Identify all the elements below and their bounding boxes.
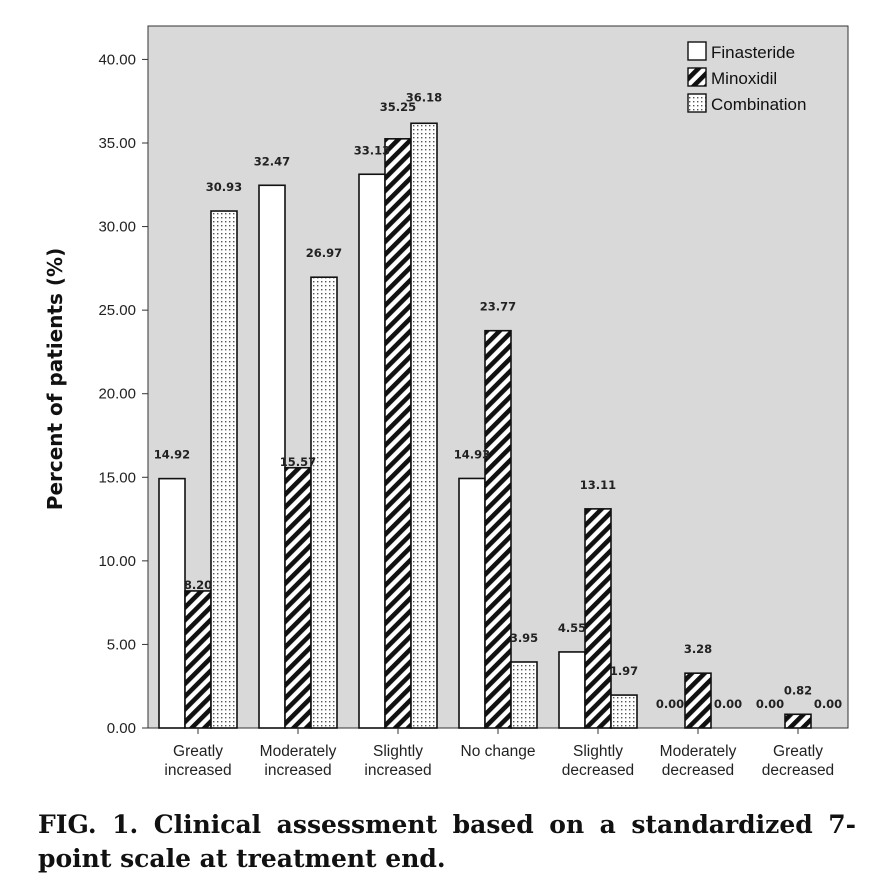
data-label-combination-3: 3.95: [510, 631, 538, 645]
data-label-combination-5: 0.00: [714, 697, 742, 711]
x-category-label-line: Moderately: [260, 743, 337, 760]
bar-combination-1: [310, 276, 338, 729]
bar-finasteride-1: [258, 184, 286, 729]
x-category-label-line: increased: [364, 762, 431, 779]
data-label-combination-1: 26.97: [306, 246, 342, 260]
x-category-label-line: Greatly: [173, 743, 223, 760]
legend-swatch-minoxidil: [687, 67, 707, 87]
bar-minoxidil-6: [784, 713, 812, 729]
data-label-minoxidil-1: 15.57: [280, 455, 316, 469]
y-tick-label: 5.00: [107, 636, 136, 653]
data-label-minoxidil-6: 0.82: [784, 683, 812, 697]
y-tick-label: 15.00: [98, 469, 136, 486]
bar-finasteride-0: [158, 477, 186, 729]
data-label-finasteride-1: 32.47: [254, 154, 290, 168]
data-label-finasteride-3: 14.93: [454, 447, 490, 461]
x-category-label: Slightly increased: [364, 743, 431, 779]
y-tick-label: 0.00: [107, 720, 136, 737]
bar-chart: 14.928.2030.9332.4715.5726.9733.1335.253…: [43, 25, 849, 779]
data-label-combination-4: 1.97: [610, 664, 638, 678]
legend: Finasteride Minoxidil Combination: [687, 41, 806, 114]
bar-minoxidil-1: [284, 466, 312, 729]
data-label-finasteride-4: 4.55: [558, 621, 586, 635]
x-category-label-line: increased: [164, 762, 231, 779]
bar-finasteride-4: [558, 651, 586, 729]
x-category-label: Moderately decreased: [660, 743, 737, 779]
legend-label-finasteride: Finasteride: [711, 43, 795, 62]
x-category-label-line: Slightly: [373, 743, 423, 760]
x-category-label-line: No change: [461, 743, 536, 760]
bar-minoxidil-5: [684, 672, 712, 729]
bar-combination-4: [610, 694, 638, 729]
figure-caption: FIG. 1. Clinical assessment based on a s…: [38, 810, 856, 873]
x-category-label: No change: [461, 743, 536, 760]
data-label-minoxidil-3: 23.77: [480, 300, 516, 314]
legend-label-minoxidil: Minoxidil: [711, 69, 777, 88]
y-tick-label: 10.00: [98, 553, 136, 570]
bar-minoxidil-3: [484, 329, 512, 729]
data-label-minoxidil-2: 35.25: [380, 100, 416, 114]
bar-combination-0: [210, 210, 238, 729]
bar-combination-3: [510, 661, 538, 729]
y-tick-label: 20.00: [98, 386, 136, 403]
y-tick-label: 35.00: [98, 135, 136, 152]
data-label-combination-6: 0.00: [814, 697, 842, 711]
data-label-minoxidil-0: 8.20: [184, 578, 212, 592]
legend-swatch-combination: [687, 93, 707, 113]
x-category-label-line: decreased: [762, 762, 834, 779]
data-label-minoxidil-4: 13.11: [580, 478, 616, 492]
x-category-label: Greatly increased: [164, 743, 231, 779]
bar-minoxidil-4: [584, 508, 612, 729]
data-label-combination-2: 36.18: [406, 90, 442, 104]
data-labels: 14.928.2030.9332.4715.5726.9733.1335.253…: [154, 90, 842, 711]
y-tick-label: 25.00: [98, 302, 136, 319]
x-category-label: Greatly decreased: [762, 743, 834, 779]
x-category-label-line: increased: [264, 762, 331, 779]
data-label-finasteride-6: 0.00: [756, 697, 784, 711]
legend-label-combination: Combination: [711, 95, 806, 114]
bar-minoxidil-0: [184, 590, 212, 729]
bar-finasteride-3: [458, 477, 486, 729]
y-axis: 0.00 5.00 10.00 15.00 20.00 25.00 30.00 35.00 40…: [98, 51, 148, 737]
bar-finasteride-2: [358, 173, 386, 729]
y-tick-label: 30.00: [98, 219, 136, 236]
x-category-label: Moderately increased: [260, 743, 337, 779]
data-label-finasteride-5: 0.00: [656, 697, 684, 711]
x-category-label-line: Slightly: [573, 743, 623, 760]
bar-minoxidil-2: [384, 138, 412, 729]
x-category-label-line: decreased: [662, 762, 734, 779]
x-category-label-line: Moderately: [660, 743, 737, 760]
x-category-label: Slightly decreased: [562, 743, 634, 779]
y-axis-label: Percent of patients (%): [43, 248, 67, 510]
data-label-combination-0: 30.93: [206, 180, 242, 194]
data-label-finasteride-2: 33.13: [354, 143, 390, 157]
x-category-label-line: Greatly: [773, 743, 823, 760]
data-label-finasteride-0: 14.92: [154, 448, 190, 462]
x-category-label-line: decreased: [562, 762, 634, 779]
y-tick-label: 40.00: [98, 51, 136, 68]
bar-combination-2: [410, 122, 438, 729]
bars: [158, 122, 812, 729]
data-label-minoxidil-5: 3.28: [684, 642, 712, 656]
legend-swatch-finasteride: [687, 41, 707, 61]
